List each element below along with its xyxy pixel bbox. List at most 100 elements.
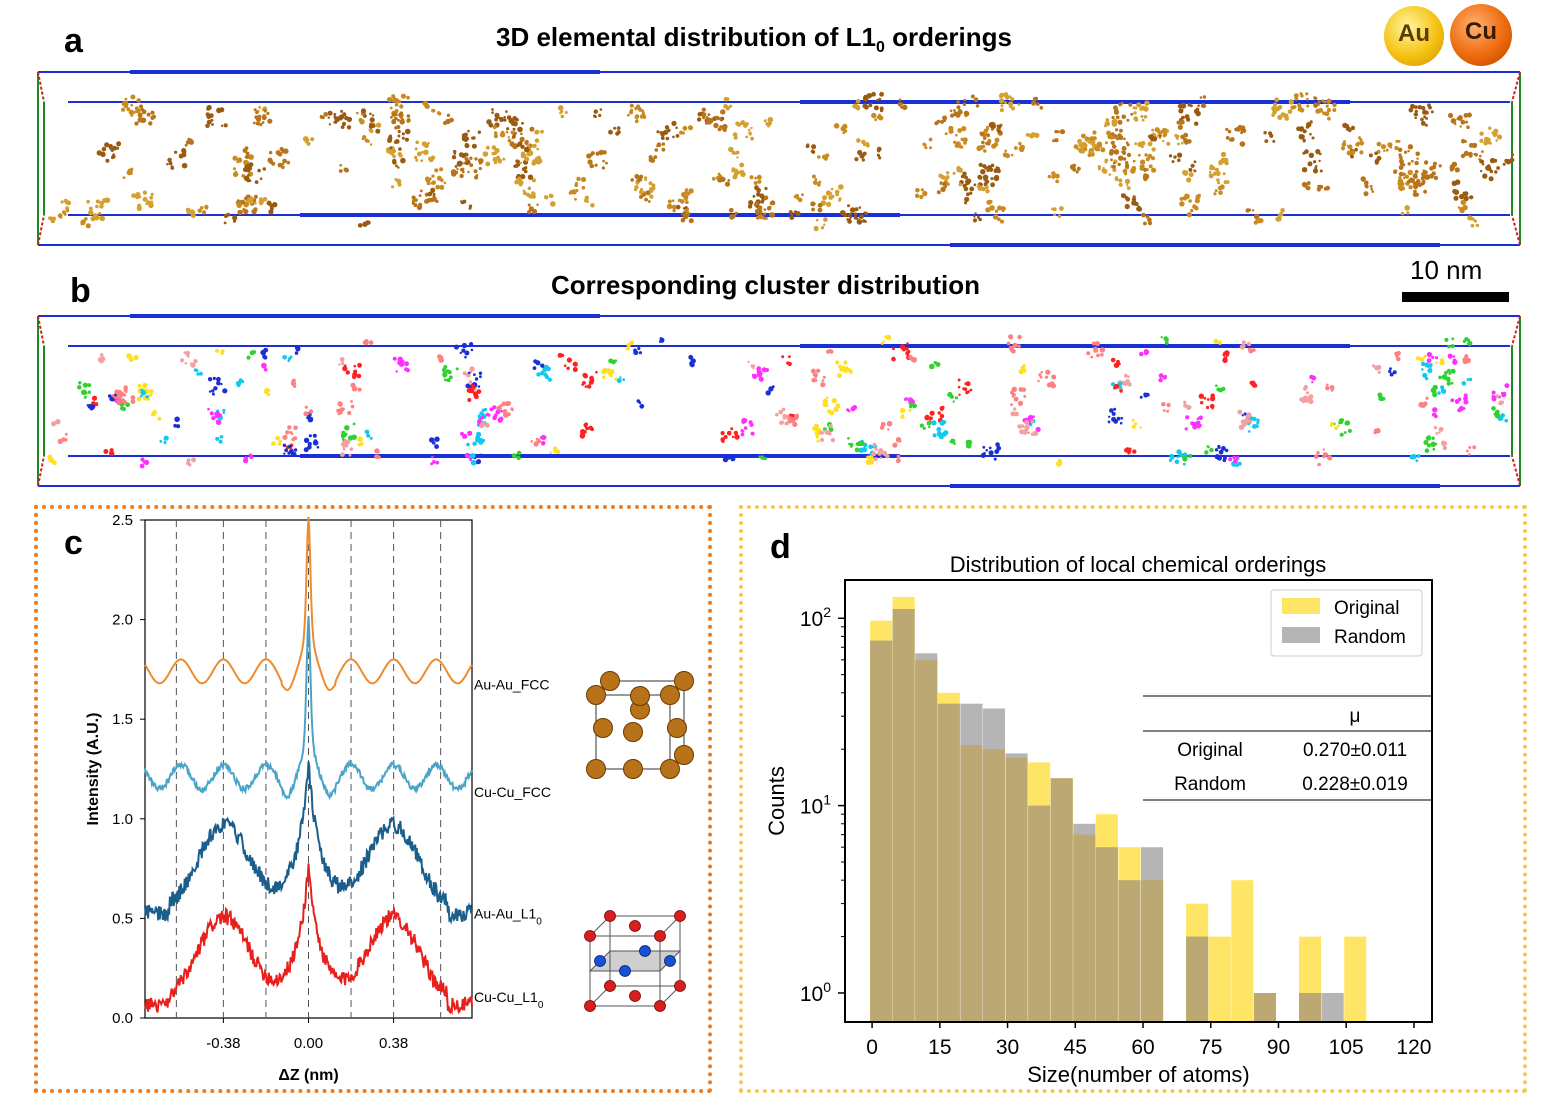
cluster-atom bbox=[1421, 361, 1426, 367]
fcc-atom bbox=[667, 718, 687, 738]
cluster-atom bbox=[990, 182, 995, 188]
cluster-atom bbox=[1290, 105, 1295, 110]
cluster-atom bbox=[584, 195, 590, 201]
cluster-atom bbox=[1072, 167, 1077, 172]
cluster-atom bbox=[707, 113, 711, 117]
cluster-atom bbox=[982, 164, 987, 169]
cluster-atom bbox=[434, 168, 439, 173]
cluster-atom bbox=[1462, 382, 1467, 386]
bar-original bbox=[1231, 880, 1254, 1022]
cluster-atom bbox=[185, 207, 191, 213]
cluster-atom bbox=[1242, 343, 1246, 348]
cluster-atom bbox=[1483, 140, 1488, 146]
cluster-atom bbox=[1243, 412, 1247, 416]
cluster-atom bbox=[143, 459, 150, 466]
cluster-atom bbox=[429, 437, 435, 443]
cluster-atom bbox=[184, 143, 188, 147]
cluster-atom bbox=[525, 192, 530, 197]
cluster-atom bbox=[464, 350, 470, 356]
cluster-atom bbox=[506, 127, 510, 131]
cluster-atom bbox=[1010, 403, 1013, 406]
cluster-atom bbox=[353, 364, 357, 368]
cluster-atom bbox=[1245, 415, 1249, 418]
cluster-atom bbox=[177, 424, 180, 427]
cluster-atom bbox=[1124, 203, 1130, 210]
cluster-atom bbox=[492, 124, 497, 130]
y-axis-label: Intensity (A.U.) bbox=[85, 713, 102, 826]
cluster-atom bbox=[148, 202, 154, 209]
cluster-atom bbox=[725, 106, 730, 111]
cluster-atom bbox=[982, 445, 986, 449]
cluster-atom bbox=[750, 431, 755, 436]
cluster-atom bbox=[1221, 386, 1226, 391]
cluster-atom bbox=[1232, 455, 1236, 460]
cluster-atom bbox=[1438, 426, 1444, 432]
cluster-atom bbox=[1387, 142, 1393, 148]
cluster-atom bbox=[1195, 110, 1201, 117]
cluster-atom bbox=[278, 439, 282, 444]
cluster-atom bbox=[728, 146, 734, 153]
cluster-atom bbox=[96, 150, 103, 156]
cluster-atom bbox=[260, 349, 267, 356]
cluster-atom bbox=[357, 436, 363, 442]
cluster-atom bbox=[1206, 445, 1210, 448]
cluster-atom bbox=[1483, 136, 1490, 143]
bar-overlap bbox=[1005, 757, 1028, 1022]
cluster-atom bbox=[206, 119, 212, 125]
cluster-atom bbox=[399, 119, 405, 125]
cluster-atom bbox=[838, 364, 842, 369]
cluster-atom bbox=[1126, 184, 1129, 187]
cluster-atom bbox=[1023, 395, 1027, 398]
cluster-atom bbox=[1127, 375, 1130, 379]
cluster-atom bbox=[664, 125, 670, 130]
cluster-atom bbox=[1308, 398, 1314, 405]
cluster-atom bbox=[1473, 152, 1477, 156]
cluster-atom bbox=[1177, 142, 1180, 146]
cluster-atom bbox=[450, 169, 457, 175]
cluster-atom bbox=[477, 385, 481, 388]
cluster-atom bbox=[1158, 378, 1163, 383]
cluster-atom bbox=[1179, 196, 1184, 201]
cluster-atom bbox=[1184, 140, 1189, 145]
cluster-atom bbox=[1109, 408, 1114, 413]
cluster-atom bbox=[937, 411, 941, 415]
cluster-atom bbox=[491, 111, 494, 114]
cluster-atom bbox=[1157, 130, 1163, 136]
cluster-atom bbox=[1409, 454, 1415, 460]
fcc-unit-cell-icon bbox=[586, 671, 694, 779]
cluster-atom bbox=[1092, 136, 1097, 141]
cluster-atom bbox=[812, 180, 818, 186]
cluster-atom bbox=[281, 162, 285, 166]
cluster-atom bbox=[672, 208, 676, 213]
cluster-atom bbox=[362, 135, 367, 140]
cluster-atom bbox=[936, 119, 941, 124]
cluster-atom bbox=[964, 201, 967, 205]
cluster-atom bbox=[847, 409, 851, 413]
cluster-atom bbox=[1346, 150, 1352, 156]
cluster-atom bbox=[908, 354, 913, 360]
cluster-atom bbox=[471, 453, 475, 457]
cluster-atom bbox=[1018, 141, 1022, 146]
cluster-atom bbox=[1408, 107, 1414, 113]
cluster-atom bbox=[651, 186, 656, 191]
cluster-atom bbox=[1036, 102, 1040, 106]
cluster-atom bbox=[1192, 421, 1197, 426]
cluster-atom bbox=[1343, 140, 1346, 144]
cluster-atom bbox=[511, 408, 514, 412]
cluster-atom bbox=[708, 117, 714, 124]
cluster-atom bbox=[1482, 173, 1488, 179]
cluster-atom bbox=[327, 116, 330, 119]
cluster-atom bbox=[394, 103, 399, 107]
cluster-atom bbox=[1000, 104, 1004, 108]
cluster-atom bbox=[350, 400, 353, 403]
cluster-atom bbox=[849, 212, 853, 216]
cluster-atom bbox=[904, 397, 908, 401]
cluster-atom bbox=[1103, 124, 1107, 128]
cluster-atom bbox=[139, 394, 143, 398]
cluster-atom bbox=[583, 430, 587, 434]
bar-overlap bbox=[1118, 880, 1141, 1022]
cluster-atom bbox=[1495, 394, 1500, 398]
cluster-atom bbox=[962, 102, 967, 107]
cluster-atom bbox=[963, 141, 967, 145]
fcc-atom bbox=[586, 759, 606, 779]
